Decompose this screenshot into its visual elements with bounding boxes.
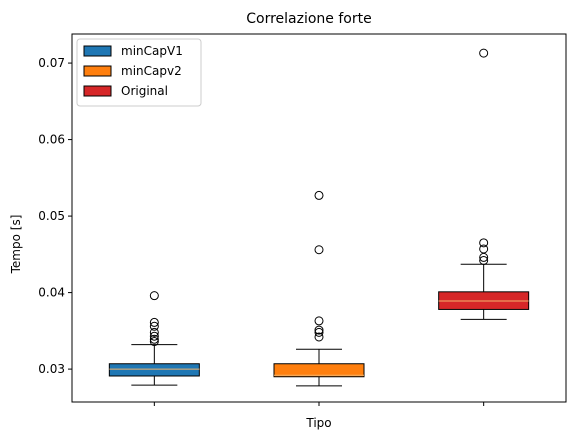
outlier-point (149, 331, 159, 341)
y-axis-label: Tempo [s] (9, 215, 23, 275)
box-mincapv2 (273, 190, 365, 387)
outlier-point (479, 244, 489, 254)
outlier-point (314, 316, 324, 326)
box-original (438, 48, 530, 320)
legend-label: Original (121, 84, 168, 98)
box-iqr (108, 363, 200, 377)
outlier-point (149, 321, 159, 331)
legend: minCapV1 minCapv2 Original (76, 38, 202, 107)
outlier-point (314, 327, 324, 337)
box-mincapv1 (108, 291, 200, 386)
outlier-point (314, 190, 324, 200)
y-tick-label: 0.03 (38, 362, 65, 376)
outlier-point (314, 325, 324, 335)
chart-title: Correlazione forte (246, 11, 371, 27)
outlier-point (149, 337, 159, 347)
outlier-point (149, 327, 159, 337)
box-iqr (273, 363, 365, 378)
y-tick-label: 0.06 (38, 133, 65, 147)
y-tick-label: 0.05 (38, 209, 65, 223)
y-tick-label: 0.04 (38, 286, 65, 300)
outlier-point (149, 334, 159, 344)
legend-label: minCapv2 (121, 64, 182, 78)
outlier-point (149, 291, 159, 301)
outlier-point (479, 255, 489, 265)
outlier-point (149, 317, 159, 327)
y-tick-label: 0.07 (38, 56, 65, 70)
outlier-point (479, 238, 489, 248)
outlier-point (479, 48, 489, 58)
x-axis-label: Tipo (305, 416, 331, 430)
legend-swatch (83, 45, 112, 57)
legend-swatch (83, 85, 112, 97)
outlier-point (314, 332, 324, 342)
legend-label: minCapV1 (121, 44, 183, 58)
plot-area (108, 48, 530, 387)
outlier-point (314, 245, 324, 255)
legend-swatch (83, 65, 112, 77)
